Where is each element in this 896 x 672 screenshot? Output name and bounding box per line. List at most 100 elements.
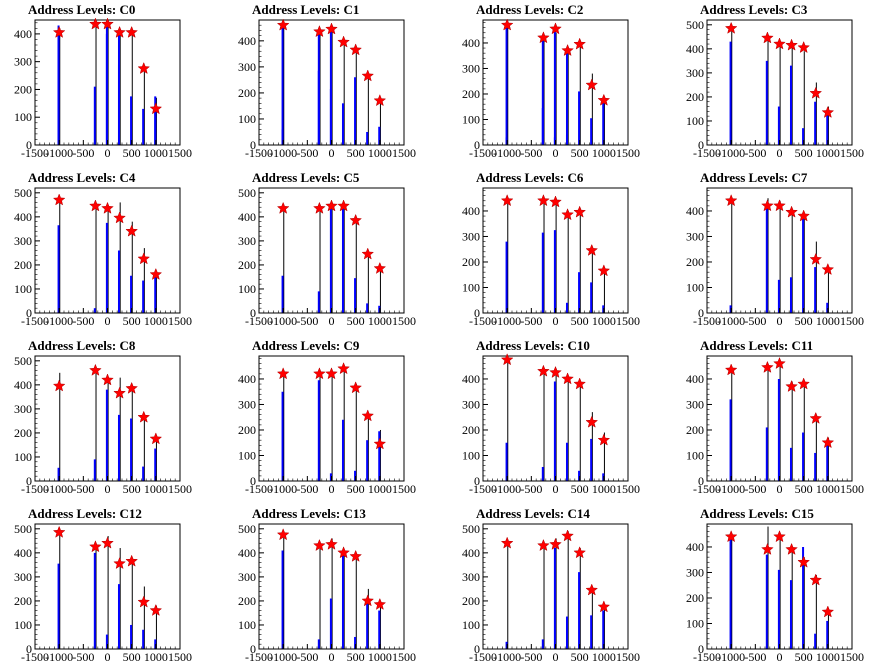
y-tick-label: 400 [238,372,256,386]
x-tick-label: -500 [520,482,542,496]
star-marker [761,360,774,373]
chart-panel: Address Levels: C13 -1500 -1000 -500 0 500 100… [224,504,448,672]
x-tick-label: 1000 [592,314,616,328]
chart-title: Address Levels: C15 [700,506,814,521]
y-tick-label: 100 [14,618,32,632]
y-tick-label: 200 [686,591,704,605]
chart-title: Address Levels: C14 [476,506,590,521]
star-marker [89,17,102,30]
x-tick-label: 500 [123,314,141,328]
star-marker [101,17,114,30]
x-tick-label: -1500 [469,314,497,328]
y-tick-label: 500 [14,354,32,368]
y-tick-label: 100 [14,110,32,124]
y-tick-label: 300 [462,570,480,584]
x-tick-label: 1500 [840,482,864,496]
x-tick-label: -1000 [45,146,73,160]
x-tick-label: 500 [347,314,365,328]
chart-svg: Address Levels: C5-1500-1000 -500 0 500 1000… [238,170,416,328]
chart-title: Address Levels: C1 [252,2,359,17]
x-tick-label: 1500 [168,314,192,328]
star-marker [276,201,290,214]
x-tick-label: 500 [347,146,365,160]
x-tick-label: -1000 [269,482,297,496]
y-tick-label: 300 [462,397,480,411]
star-marker [125,224,139,237]
star-marker [325,537,338,550]
x-tick-label: -1500 [693,146,721,160]
star-marker [500,536,514,549]
chart-title: Address Levels: C10 [476,338,590,353]
x-tick-label: 500 [795,482,813,496]
star-marker [537,364,550,377]
x-tick-label: -1500 [21,650,49,664]
x-tick-label: -1500 [21,314,49,328]
y-tick-label: 100 [238,618,256,632]
chart-svg: Address Levels: C1-1500-1000 -500 0 500 1000… [238,2,416,160]
y-tick-label: 0 [26,642,32,656]
x-tick-label: -1500 [469,482,497,496]
star-marker [500,194,514,207]
y-tick-label: 300 [686,397,704,411]
y-tick-label: 0 [26,138,32,152]
chart-svg: Address Levels: C4-1500-1000 -500 0 500 1000… [14,170,192,328]
x-tick-label: 1000 [592,482,616,496]
x-tick-label: -1000 [45,482,73,496]
x-tick-label: -1500 [245,482,273,496]
x-tick-label: -1500 [21,482,49,496]
star-marker [52,525,66,538]
star-marker [361,594,375,607]
y-tick-label: 300 [238,60,256,74]
x-tick-label: 1500 [616,482,640,496]
star-marker [761,199,774,212]
star-marker [597,600,611,613]
star-marker [597,264,611,277]
x-tick-label: 0 [777,482,783,496]
y-tick-label: 0 [698,474,704,488]
x-tick-label: -1500 [469,650,497,664]
star-marker [549,22,562,35]
chart-title: Address Levels: C8 [28,338,136,353]
star-marker [313,201,326,214]
y-tick-label: 200 [686,423,704,437]
star-marker [809,86,823,99]
x-tick-label: 0 [777,146,783,160]
x-tick-label: 1500 [840,146,864,160]
x-tick-label: 0 [553,146,559,160]
star-marker [761,542,774,555]
x-tick-label: 0 [329,314,335,328]
y-tick-label: 100 [14,282,32,296]
y-tick-label: 300 [14,234,32,248]
y-tick-label: 0 [26,474,32,488]
star-marker [585,415,599,428]
x-tick-label: -500 [72,146,94,160]
chart-title: Address Levels: C13 [252,506,366,521]
chart-panel: Address Levels: C5 -1500 -1000 -500 0 500 1000… [224,168,448,336]
star-marker [373,597,387,610]
x-tick-label: -500 [296,146,318,160]
star-marker [337,546,350,559]
x-tick-label: 500 [571,146,589,160]
star-marker [773,199,786,212]
chart-panel: Address Levels: C10 -1500 -1000 -500 0 500 100… [448,336,672,504]
y-tick-label: 0 [250,642,256,656]
y-tick-label: 0 [250,306,256,320]
star-marker [821,262,835,276]
star-marker [276,18,290,31]
x-tick-label: 500 [571,482,589,496]
x-tick-label: 1500 [616,314,640,328]
y-tick-label: 400 [14,378,32,392]
x-tick-label: -1500 [21,146,49,160]
star-marker [597,433,611,446]
star-marker [373,94,387,107]
y-tick-label: 0 [250,138,256,152]
y-tick-label: 200 [238,258,256,272]
x-tick-label: 0 [329,146,335,160]
x-tick-label: 500 [571,314,589,328]
chart-panel: Address Levels: C8 -1500 -1000 -500 0 500 1000… [0,336,224,504]
star-marker [137,410,151,423]
chart-title: Address Levels: C5 [252,170,360,185]
star-marker [809,573,823,586]
star-marker [785,38,798,51]
